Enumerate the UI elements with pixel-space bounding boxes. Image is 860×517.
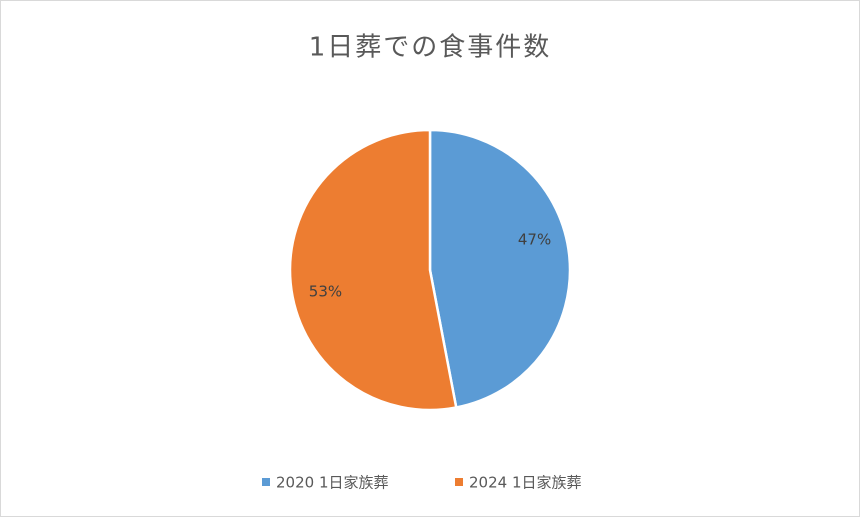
data-label: 53%	[309, 282, 342, 300]
chart-title: 1日葬での食事件数	[309, 33, 552, 63]
data-label: 47%	[518, 231, 551, 249]
legend-label: 2020 1日家族葬	[276, 474, 389, 492]
legend-marker	[455, 478, 463, 486]
legend-marker	[262, 478, 270, 486]
pie-slice	[428, 128, 572, 409]
pie-slice	[288, 128, 458, 412]
legend-label: 2024 1日家族葬	[469, 474, 582, 492]
